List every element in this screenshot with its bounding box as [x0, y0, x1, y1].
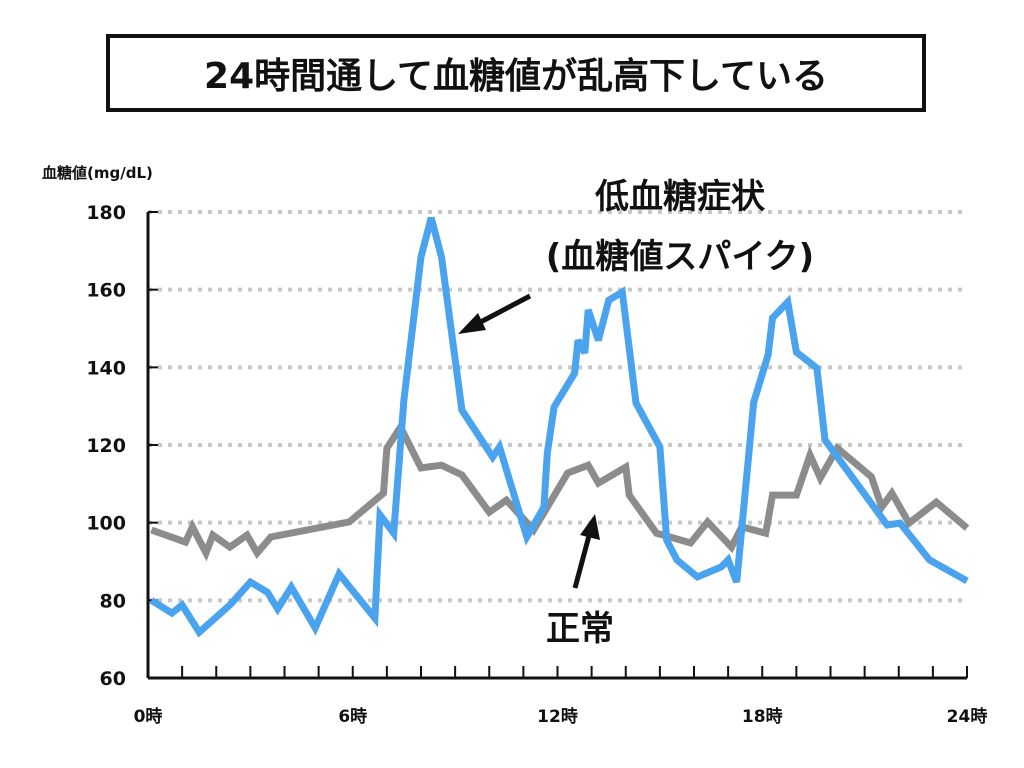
y-tick-label: 160	[86, 280, 126, 302]
x-tick-label: 24時	[947, 706, 988, 727]
y-tick-label: 60	[100, 668, 126, 690]
y-tick-label: 120	[86, 435, 126, 457]
series-line-normal	[150, 420, 970, 562]
arrow-to-spike	[458, 293, 532, 334]
y-tick-label: 140	[86, 357, 126, 379]
y-axis-label: 血糖値(mg/dL)	[42, 164, 153, 182]
y-tick-label: 80	[100, 590, 126, 612]
x-tick-label: 12時	[537, 706, 578, 727]
x-tick-label: 0時	[134, 706, 163, 727]
annotation-spike-line2: (血糖値スパイク)	[546, 237, 814, 277]
arrow-to-normal	[572, 514, 600, 589]
y-tick-label: 100	[86, 513, 126, 535]
annotation-spike-line1: 低血糖症状	[595, 177, 766, 217]
y-tick-label: 180	[86, 202, 126, 224]
x-tick-label: 6時	[338, 706, 367, 727]
chart-title: 24時間通して血糖値が乱高下している	[106, 34, 926, 112]
annotation-normal: 正常	[546, 609, 614, 649]
x-tick-label: 18時	[742, 706, 783, 727]
series-line-spike	[149, 216, 969, 638]
